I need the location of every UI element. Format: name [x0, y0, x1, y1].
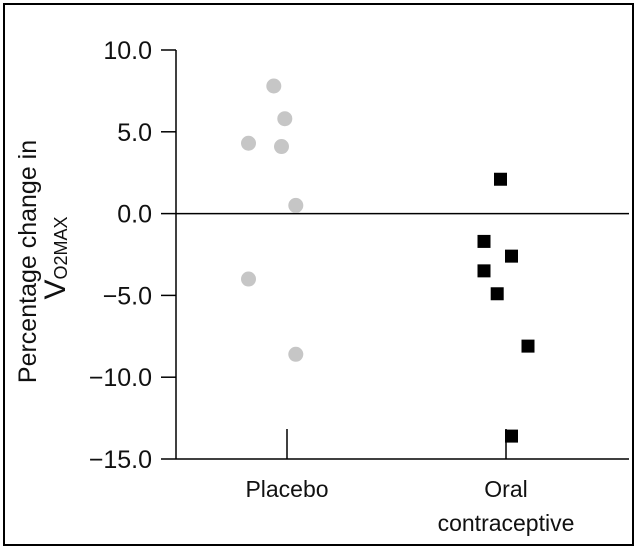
placebo-data-point [288, 346, 304, 362]
chart-frame [3, 3, 634, 546]
oral-contraceptive-data-point [477, 264, 491, 278]
oral-contraceptive-data-point [494, 172, 507, 186]
placebo-data-point [277, 111, 293, 127]
y-tick-label: 5.0 [117, 119, 152, 147]
oral-contraceptive-data-point [505, 429, 518, 443]
y-tick-label: −15.0 [89, 446, 152, 474]
placebo-data-point [241, 135, 256, 151]
y-axis-label-max-subscript: MAX [51, 216, 71, 255]
placebo-data-point [274, 139, 289, 155]
data-points-group [241, 78, 535, 443]
placebo-data-point [241, 271, 256, 287]
y-axis-label-o-subscript: O [51, 266, 71, 280]
y-ticks-group: 10.0 5.0 0.0 −5.0 −10.0 −15.0 [89, 37, 176, 474]
oral-contraceptive-data-point [521, 339, 535, 353]
oral-contraceptive-data-point [490, 287, 504, 301]
y-tick-label: −5.0 [103, 282, 152, 310]
y-axis-label-line1: Percentage change in [14, 140, 42, 383]
placebo-data-point [288, 197, 304, 213]
y-tick-label: 10.0 [103, 37, 152, 65]
oral-contraceptive-data-point [505, 249, 518, 263]
x-category-label: contraceptive [438, 510, 575, 536]
oral-contraceptive-data-point [477, 234, 491, 248]
placebo-data-point [266, 78, 282, 94]
y-tick-label: 0.0 [117, 201, 152, 229]
y-axis-label: Percentage change in VO2MAX [14, 133, 72, 383]
y-axis-label-v: V [39, 280, 72, 300]
axes-group [175, 50, 629, 460]
y-tick-label: −10.0 [89, 364, 152, 392]
x-category-label: Oral [484, 476, 527, 502]
y-axis-label-2-subscript: 2 [51, 255, 71, 265]
x-category-label: Placebo [245, 476, 328, 502]
x-ticks-group: Placebo Oral contraceptive [245, 429, 574, 536]
y-axis-label-line2: VO2MAX [39, 216, 72, 299]
